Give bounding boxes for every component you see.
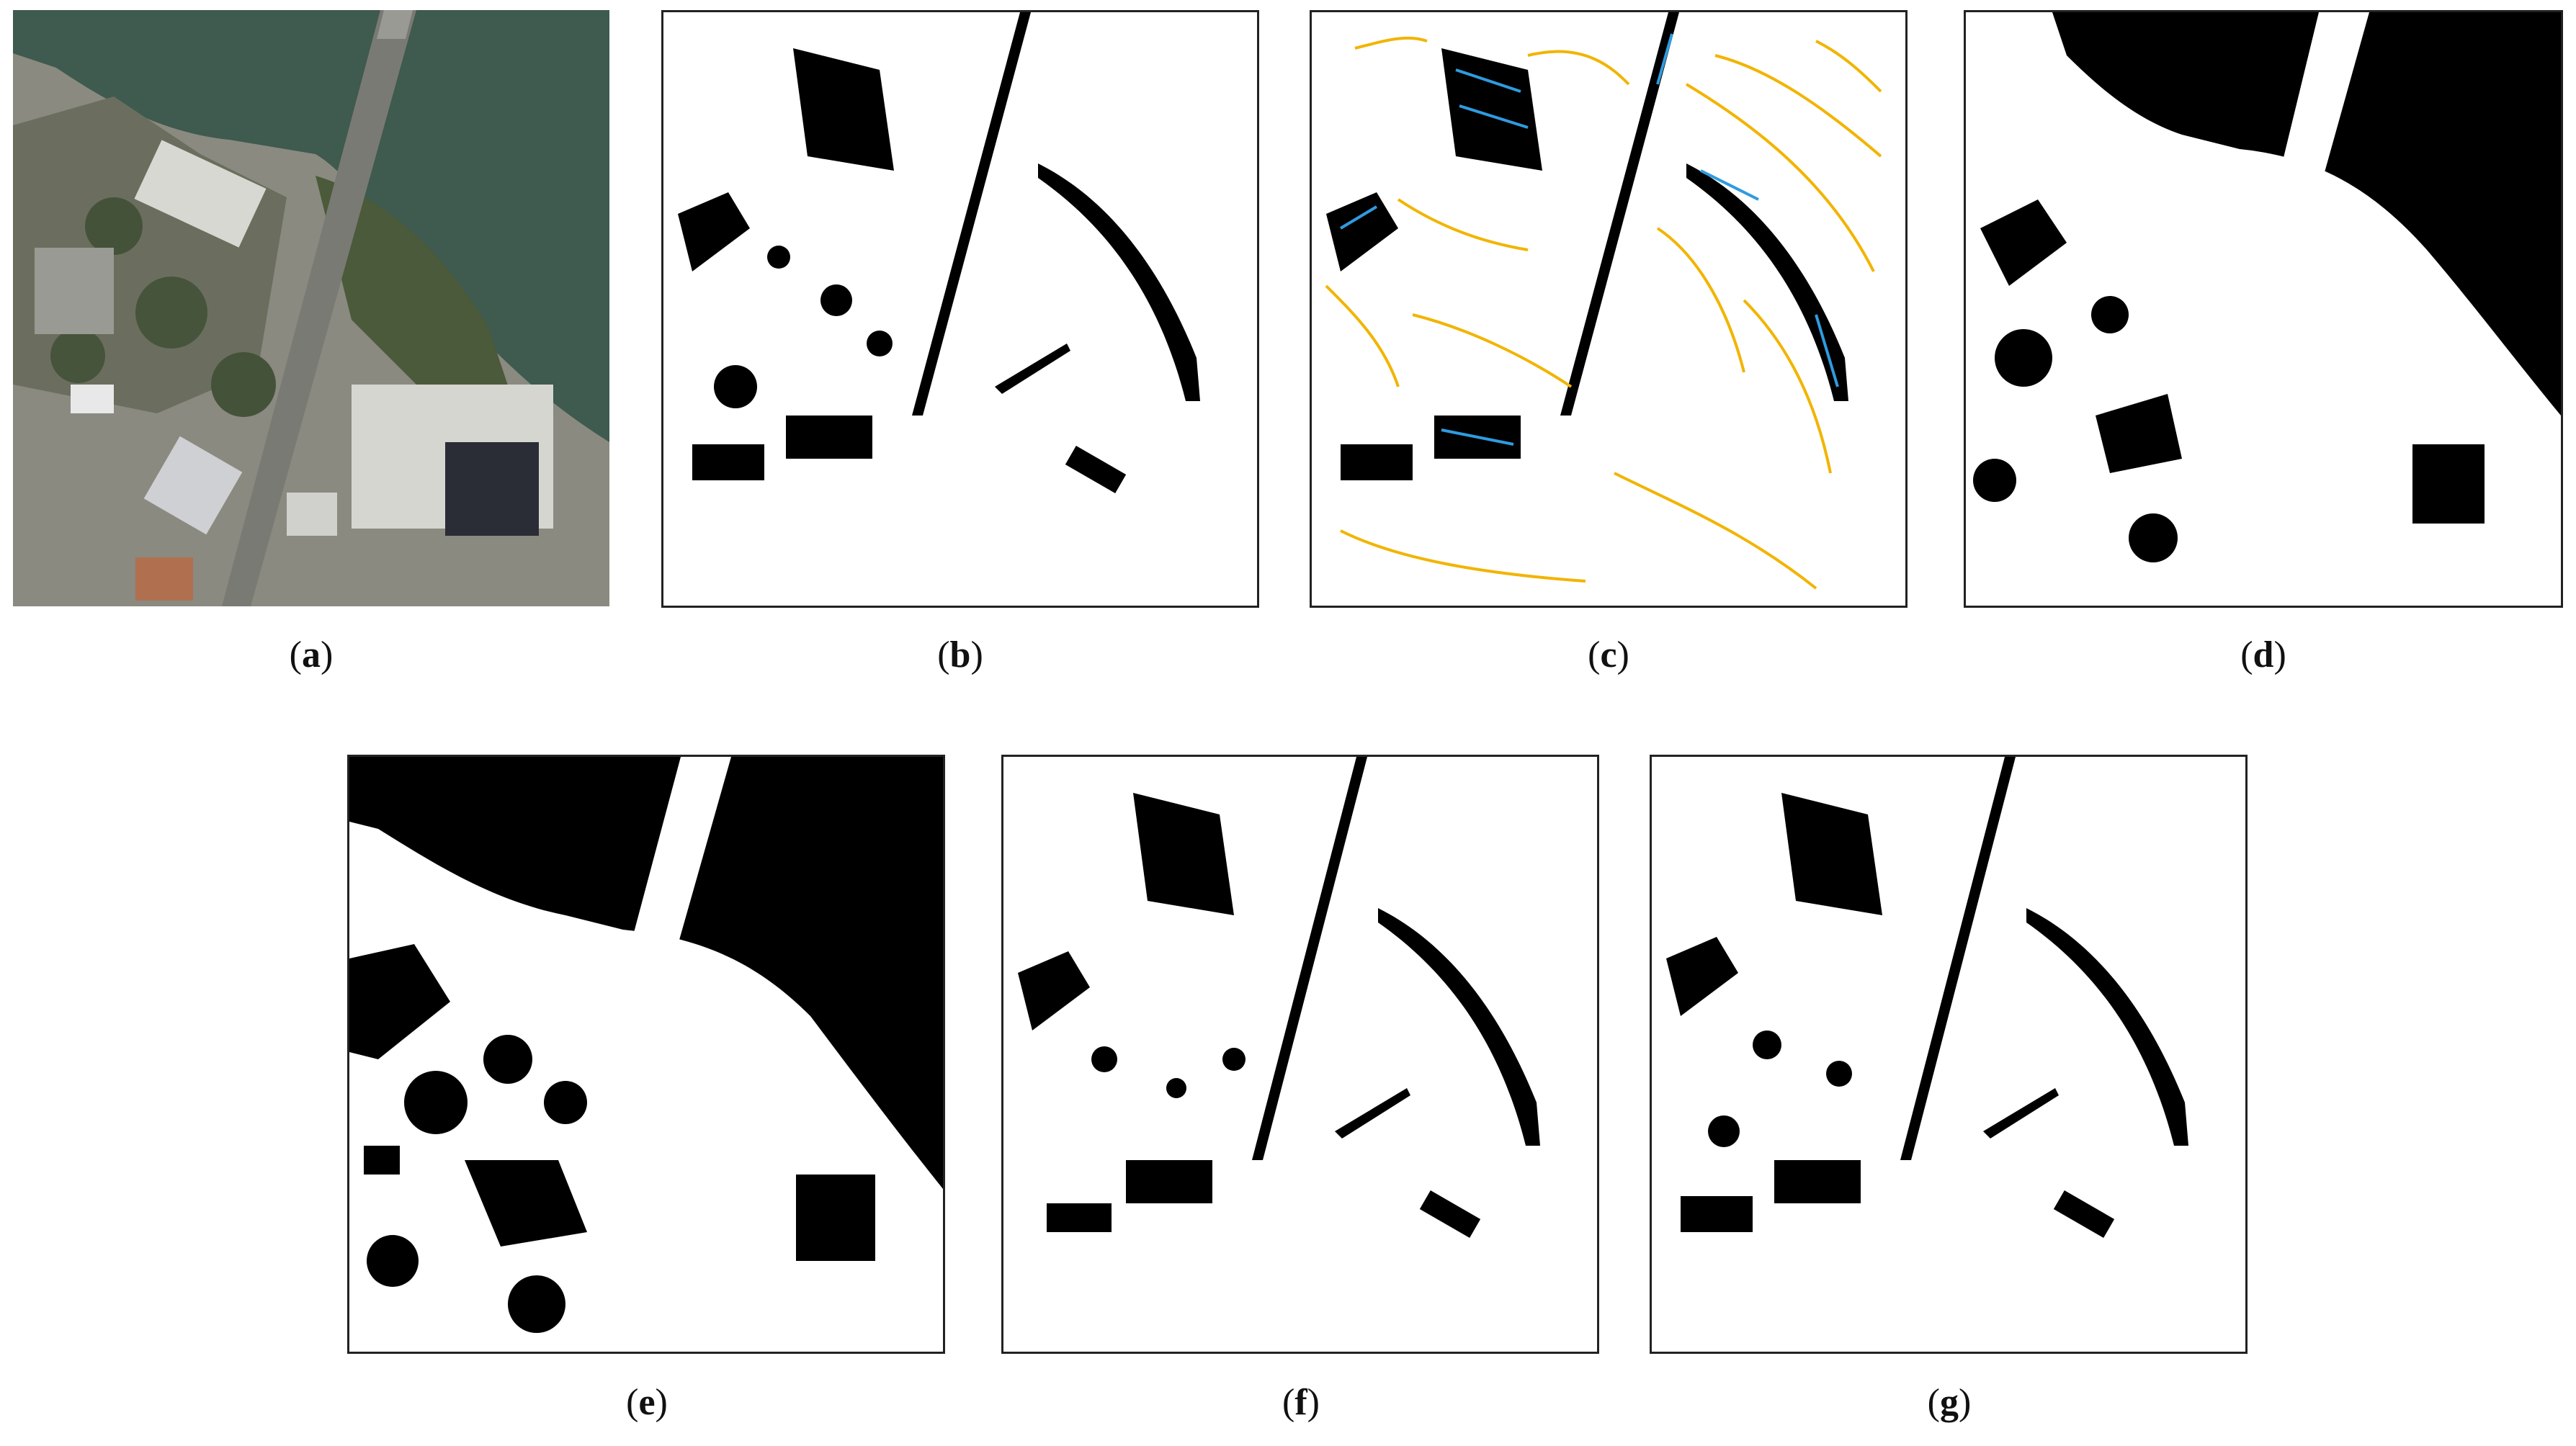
caption-b: (b) [937, 634, 983, 675]
panel-a-aerial-image [13, 10, 609, 606]
caption-e: (e) [626, 1382, 668, 1423]
caption-g: (g) [1927, 1382, 1972, 1423]
caption-d: (d) [2240, 634, 2286, 675]
shadow-mask [678, 12, 1200, 493]
annotated-mask [1325, 12, 1882, 590]
shadow-mask [1973, 12, 2561, 606]
aerial-image [13, 10, 609, 606]
shadow-mask [1666, 757, 2188, 1238]
panel-d-shadow-mask [1964, 10, 2563, 608]
caption-a: (a) [289, 634, 334, 675]
caption-f: (f) [1282, 1382, 1320, 1423]
panel-b-shadow-mask [661, 10, 1259, 608]
caption-c: (c) [1588, 634, 1629, 675]
panel-c-annotated-mask [1310, 10, 1908, 608]
panel-g-shadow-mask [1650, 755, 2248, 1354]
panel-e-shadow-mask [347, 755, 945, 1354]
panel-f-shadow-mask [1001, 755, 1599, 1354]
shadow-mask [349, 757, 943, 1333]
shadow-mask [1018, 757, 1540, 1238]
